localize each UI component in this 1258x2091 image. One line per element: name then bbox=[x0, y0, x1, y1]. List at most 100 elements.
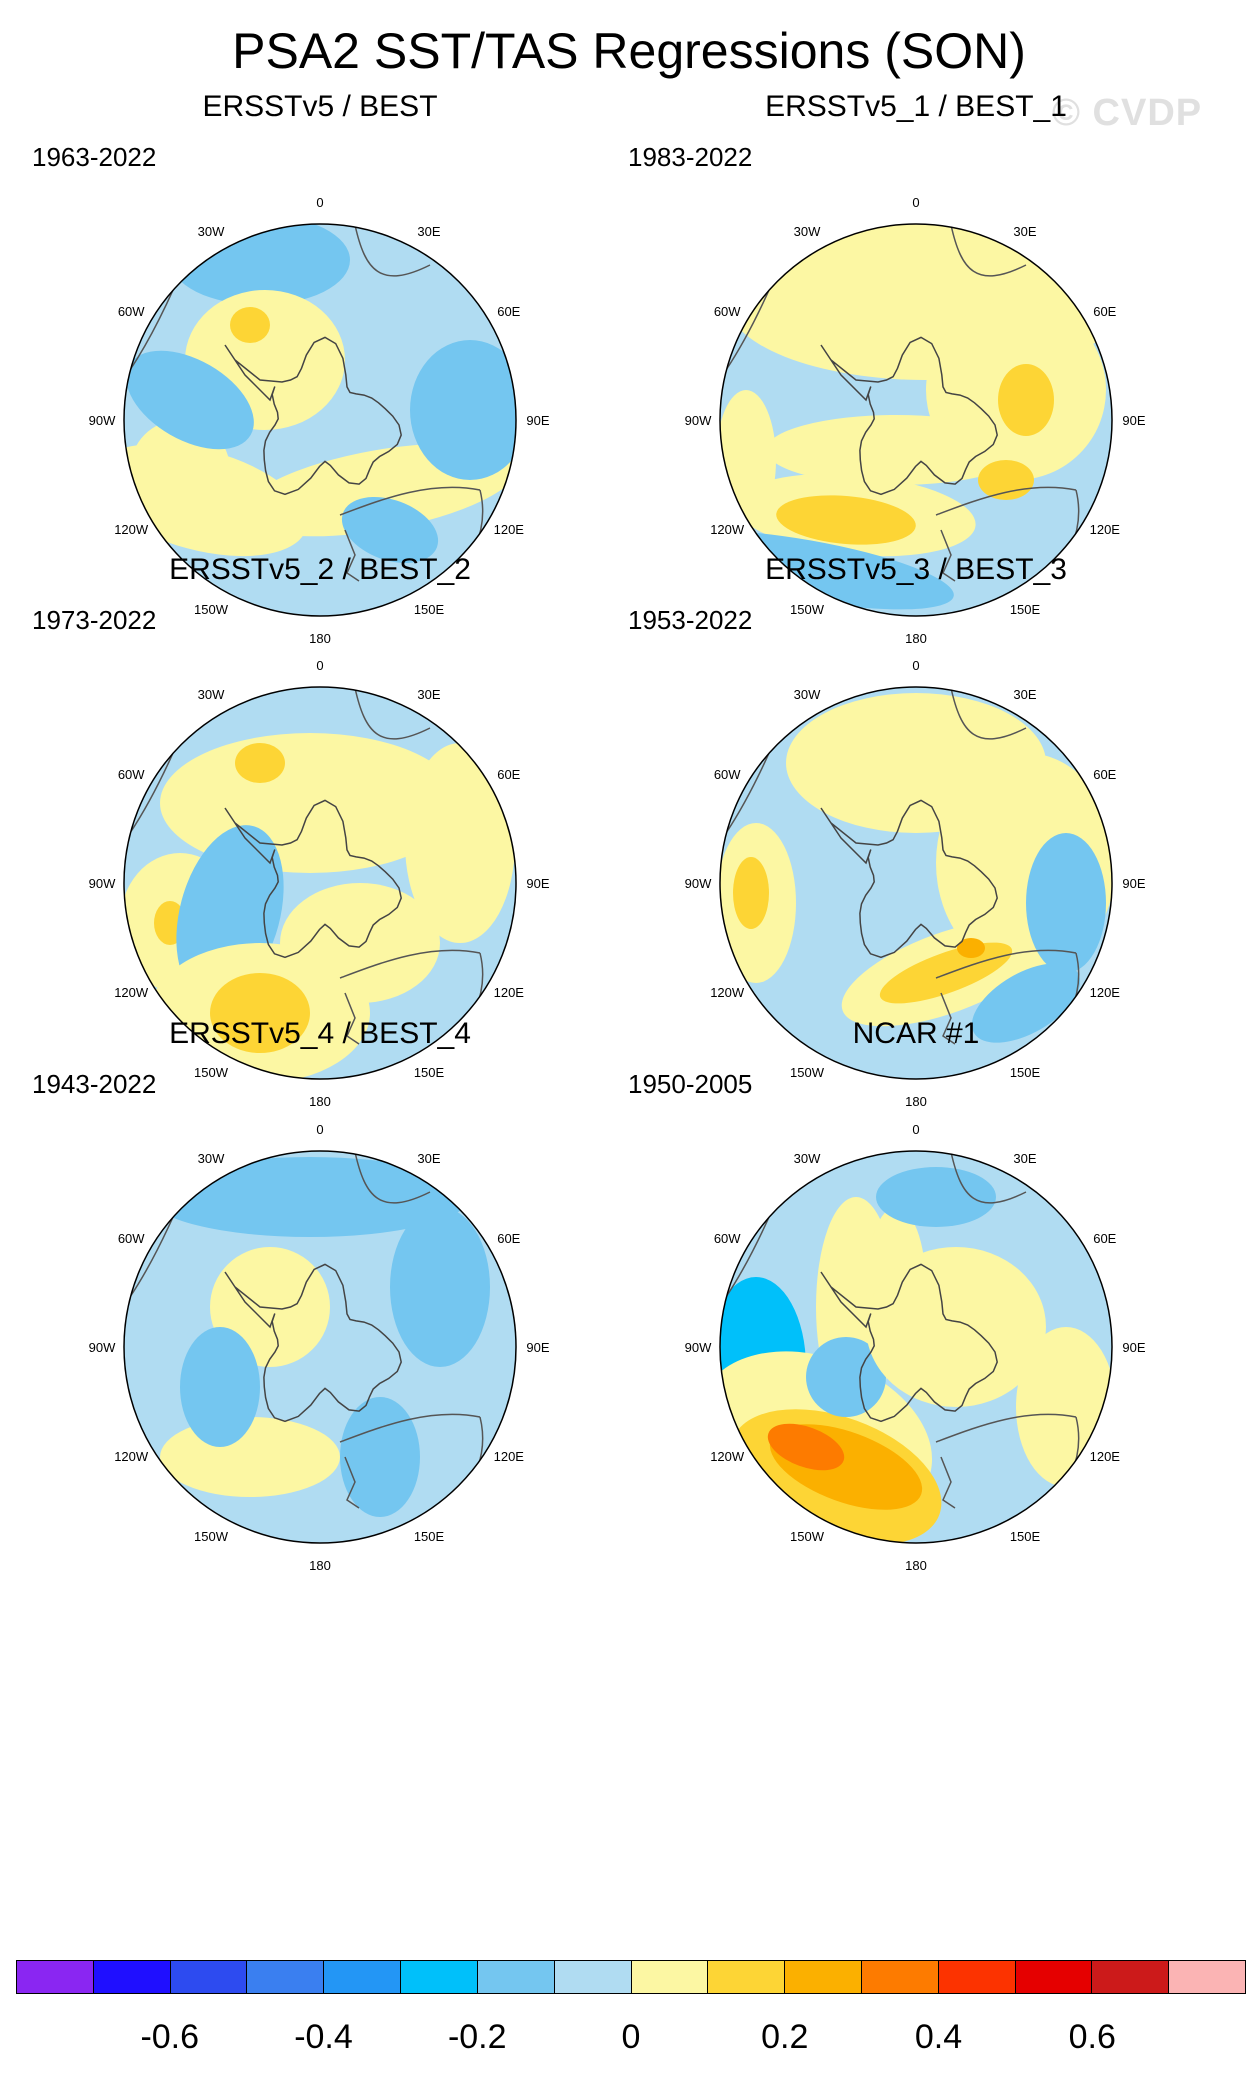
panel-title: ERSSTv5_2 / BEST_2 bbox=[169, 553, 471, 586]
longitude-label: 150W bbox=[790, 1529, 825, 1544]
panel-period: 1943-2022 bbox=[32, 1069, 157, 1099]
panel-period: 1963-2022 bbox=[32, 142, 157, 172]
longitude-label: 150E bbox=[1010, 602, 1041, 617]
longitude-label: 30E bbox=[417, 687, 440, 702]
panel-title: ERSSTv5_3 / BEST_3 bbox=[765, 553, 1067, 586]
longitude-label: 150W bbox=[194, 602, 229, 617]
colorbar-tick-label: -0.6 bbox=[140, 2018, 200, 2056]
longitude-label: 120E bbox=[494, 1449, 525, 1464]
panel-title: ERSSTv5 / BEST bbox=[202, 90, 438, 123]
longitude-label: 120E bbox=[1090, 522, 1121, 537]
longitude-label: 60W bbox=[118, 304, 145, 319]
panel-period: 1953-2022 bbox=[628, 605, 753, 635]
longitude-label: 90E bbox=[526, 1340, 549, 1355]
colorbar-swatch bbox=[861, 1961, 939, 1993]
longitude-label: 30E bbox=[1013, 224, 1036, 239]
coastline bbox=[950, 224, 1027, 277]
longitude-label: 0 bbox=[912, 1122, 919, 1137]
map-border bbox=[719, 686, 1113, 1080]
longitude-label: 90W bbox=[89, 876, 116, 891]
map-panel: 0 30E 60E 90E 120E 150E 180 150W 120W 90W 60W 30W ER… bbox=[20, 553, 620, 1173]
antarctica-coastline bbox=[224, 799, 402, 959]
longitude-label: 90E bbox=[526, 876, 549, 891]
longitude-label: 120E bbox=[1090, 1449, 1121, 1464]
map-border bbox=[123, 223, 517, 617]
longitude-label: 30W bbox=[198, 224, 225, 239]
regression-field-contour bbox=[126, 350, 254, 450]
regression-field-contour bbox=[410, 340, 516, 480]
longitude-label: 90E bbox=[1122, 876, 1145, 891]
regression-field-contour bbox=[866, 1247, 1046, 1407]
antarctica-coastline bbox=[224, 336, 402, 496]
colorbar-tick-label: 0.4 bbox=[914, 2018, 963, 2056]
panel-title: NCAR #1 bbox=[852, 1017, 980, 1050]
colorbar-tick-labels: -0.6 -0.4 -0.2 0 0.2 0.4 0.6 bbox=[16, 2018, 1246, 2058]
longitude-label: 90W bbox=[685, 413, 712, 428]
longitude-label: 120W bbox=[114, 985, 149, 1000]
coastline bbox=[344, 1456, 360, 1509]
longitude-label: 30W bbox=[198, 687, 225, 702]
colorbar-swatch bbox=[708, 1961, 786, 1993]
longitude-label: 90E bbox=[1122, 413, 1145, 428]
coastline bbox=[344, 992, 360, 1045]
cvdp-watermark: © CVDP bbox=[1052, 92, 1203, 134]
colorbar-tick-label: 0.2 bbox=[761, 2018, 809, 2056]
longitude-label: 150W bbox=[790, 602, 825, 617]
colorbar-swatch bbox=[554, 1961, 632, 1993]
longitude-label: 60W bbox=[118, 767, 145, 782]
panel-period: 1973-2022 bbox=[32, 605, 157, 635]
colorbar-swatch bbox=[170, 1961, 248, 1993]
longitude-label: 30W bbox=[794, 224, 821, 239]
map-panel: 0 30E 60E 90E 120E 150E 180 150W 120W 90W 60W 30W NC… bbox=[616, 1017, 1216, 1637]
longitude-label: 60W bbox=[714, 1231, 741, 1246]
regression-field-contour bbox=[876, 1167, 996, 1227]
longitude-label: 120W bbox=[114, 1449, 149, 1464]
coastline bbox=[354, 687, 431, 740]
longitude-label: 90W bbox=[89, 1340, 116, 1355]
polar-map: 0 30E 60E 90E 120E 150E 180 150W 120W 90W 60W 30W bbox=[685, 1122, 1146, 1573]
map-panel: 0 30E 60E 90E 120E 150E 180 150W 120W 90W 60W 30W ER… bbox=[20, 1017, 620, 1637]
colorbar-swatch bbox=[247, 1961, 325, 1993]
longitude-label: 60W bbox=[118, 1231, 145, 1246]
regression-field-contour bbox=[720, 390, 776, 530]
regression-field-contour bbox=[405, 743, 515, 943]
colorbar-swatch bbox=[1169, 1961, 1245, 1993]
regression-field-contour bbox=[150, 1157, 470, 1237]
panel-title: ERSSTv5_1 / BEST_1 bbox=[765, 90, 1067, 123]
longitude-label: 90W bbox=[685, 876, 712, 891]
map-border bbox=[719, 223, 1113, 617]
longitude-label: 60E bbox=[497, 304, 520, 319]
longitude-label: 150E bbox=[1010, 1529, 1041, 1544]
colorbar-swatch bbox=[401, 1961, 478, 1993]
polar-map: 0 30E 60E 90E 120E 150E 180 150W 120W 90W 60W 30W bbox=[89, 658, 550, 1109]
panel-title: ERSSTv5_4 / BEST_4 bbox=[169, 1017, 471, 1050]
colorbar-swatch bbox=[17, 1961, 94, 1993]
longitude-label: 60E bbox=[497, 1231, 520, 1246]
map-border bbox=[123, 686, 517, 1080]
map-panel: 0 30E 60E 90E 120E 150E 180 150W 120W 90W 60W 30W ER… bbox=[616, 553, 1216, 1173]
regression-field-contour bbox=[1026, 833, 1106, 973]
coastline bbox=[950, 687, 1027, 740]
panel-period: 1983-2022 bbox=[628, 142, 753, 172]
longitude-label: 120E bbox=[494, 522, 525, 537]
longitude-label: 30E bbox=[417, 224, 440, 239]
regression-field-contour bbox=[998, 364, 1054, 436]
longitude-label: 0 bbox=[316, 1122, 323, 1137]
regression-field-contour bbox=[280, 883, 440, 1003]
longitude-label: 30W bbox=[198, 1151, 225, 1166]
regression-field-contour bbox=[180, 1327, 260, 1447]
longitude-label: 60E bbox=[497, 767, 520, 782]
longitude-label: 150E bbox=[414, 602, 445, 617]
longitude-label: 30E bbox=[417, 1151, 440, 1166]
longitude-label: 180 bbox=[905, 1558, 927, 1573]
longitude-label: 180 bbox=[905, 631, 927, 646]
regression-field-contour bbox=[390, 1207, 490, 1367]
regression-field-contour bbox=[957, 938, 985, 958]
longitude-label: 180 bbox=[309, 1558, 331, 1573]
longitude-label: 150W bbox=[194, 1529, 229, 1544]
longitude-label: 180 bbox=[309, 631, 331, 646]
regression-field-contour bbox=[340, 1397, 420, 1517]
map-panel: 0 30E 60E 90E 120E 150E 180 150W 120W 90W 60W 30W ER… bbox=[20, 90, 620, 710]
regression-field-contour bbox=[766, 415, 1026, 485]
longitude-label: 60E bbox=[1093, 304, 1116, 319]
